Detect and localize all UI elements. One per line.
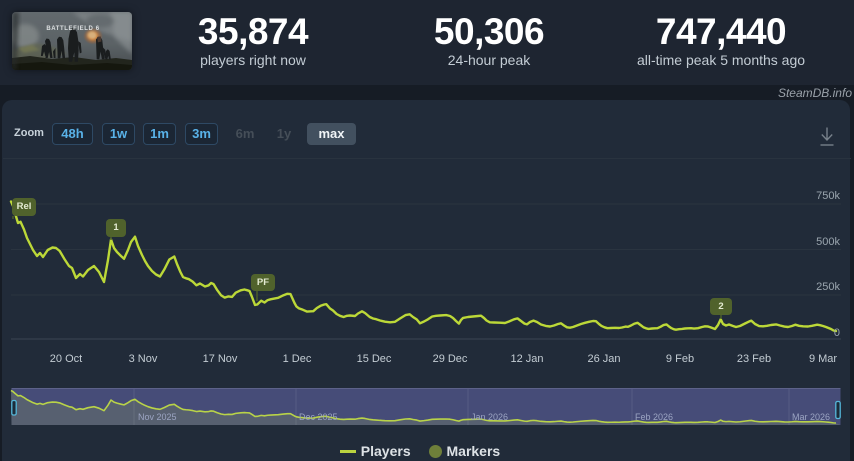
svg-text:BATTLEFIELD 6: BATTLEFIELD 6 [46, 26, 99, 32]
